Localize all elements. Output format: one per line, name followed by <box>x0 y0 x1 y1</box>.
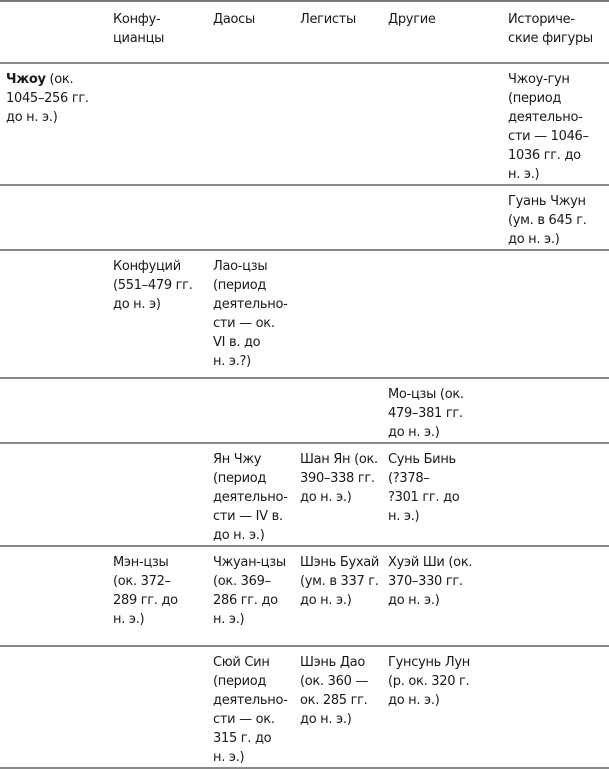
cell-period <box>0 646 113 768</box>
table-row: Гуань Чжун (ум. в 645 г. до н. э.) <box>0 185 609 250</box>
cell-period <box>0 546 113 646</box>
cell-others <box>388 250 508 378</box>
cell-historical-figures <box>508 546 609 646</box>
table-row: Сюй Син (период деятельно- сти — ок. 315… <box>0 646 609 768</box>
header-row: Конфу- цианцы Даосы Легисты Другие Истор… <box>0 1 609 63</box>
cell-daoists: Чжуан-цзы (ок. 369– 286 гг. до н. э.) <box>213 555 286 627</box>
cell-legalists <box>300 250 388 378</box>
header-confucians: Конфу- цианцы <box>113 12 165 46</box>
cell-daoists: Сюй Син (период деятельно- сти — ок. 315… <box>213 655 288 765</box>
header-period <box>0 1 113 63</box>
cell-confucians <box>113 185 213 250</box>
cell-confucians <box>113 378 213 443</box>
cell-confucians <box>113 646 213 768</box>
cell-confucians: Конфуций (551–479 гг. до н. э) <box>113 259 193 312</box>
period-dates: (ок. 1045–256 гг. до н. э.) <box>6 72 89 125</box>
cell-others <box>388 63 508 185</box>
cell-legalists: Шэнь Бухай (ум. в 337 г. до н. э.) <box>300 555 380 608</box>
cell-period <box>0 378 113 443</box>
cell-daoists: Лао-цзы (период деятельно- сти — ок. VI … <box>213 259 288 369</box>
header-daoists: Даосы <box>213 12 255 27</box>
cell-period: Чжоу (ок. 1045–256 гг. до н. э.) <box>0 63 113 185</box>
cell-historical-figures: Гуань Чжун (ум. в 645 г. до н. э.) <box>508 194 587 247</box>
cell-period <box>0 185 113 250</box>
table-row: Чжоу (ок. 1045–256 гг. до н. э.) Чжоу-гун… <box>0 63 609 185</box>
cell-period <box>0 250 113 378</box>
cell-historical-figures: Чжоу-гун (период деятельно- сти — 1046– … <box>508 72 589 182</box>
cell-daoists: Ян Чжу (период деятельно- сти — IV в. до… <box>213 452 288 543</box>
cell-confucians: Мэн-цзы (ок. 372– 289 гг. до н. э.) <box>113 555 178 627</box>
cell-others: Гунсунь Лун (р. ок. 320 г. до н. э.) <box>388 655 470 708</box>
cell-historical-figures <box>508 646 609 768</box>
cell-historical-figures <box>508 250 609 378</box>
header-historical-figures: Историче- ские фигуры <box>508 12 593 46</box>
cell-others: Хуэй Ши (ок. 370–330 гг. до н. э.) <box>388 555 473 608</box>
cell-legalists <box>300 378 388 443</box>
header-legalists: Легисты <box>300 12 356 27</box>
cell-legalists <box>300 185 388 250</box>
cell-daoists <box>213 63 300 185</box>
cell-historical-figures <box>508 378 609 443</box>
header-others: Другие <box>388 12 436 27</box>
period-name: Чжоу <box>6 72 46 87</box>
cell-legalists <box>300 63 388 185</box>
cell-confucians <box>113 63 213 185</box>
table-row: Ян Чжу (период деятельно- сти — IV в. до… <box>0 443 609 546</box>
table-row: Мэн-цзы (ок. 372– 289 гг. до н. э.) Чжуан… <box>0 546 609 646</box>
table-row: Мо-цзы (ок. 479–381 гг. до н. э.) <box>0 378 609 443</box>
cell-daoists <box>213 185 300 250</box>
cell-legalists: Шэнь Дао (ок. 360 — ок. 285 гг. до н. э.… <box>300 655 369 727</box>
cell-confucians <box>113 443 213 546</box>
cell-period <box>0 443 113 546</box>
cell-daoists <box>213 378 300 443</box>
cell-legalists: Шан Ян (ок. 390–338 гг. до н. э.) <box>300 452 378 505</box>
cell-others: Мо-цзы (ок. 479–381 гг. до н. э.) <box>388 387 464 440</box>
cell-historical-figures <box>508 443 609 546</box>
cell-others <box>388 185 508 250</box>
cell-others: Сунь Бинь (?378– ?301 гг. до н. э.) <box>388 452 460 524</box>
table-row: Конфуций (551–479 гг. до н. э) Лао-цзы (п… <box>0 250 609 378</box>
